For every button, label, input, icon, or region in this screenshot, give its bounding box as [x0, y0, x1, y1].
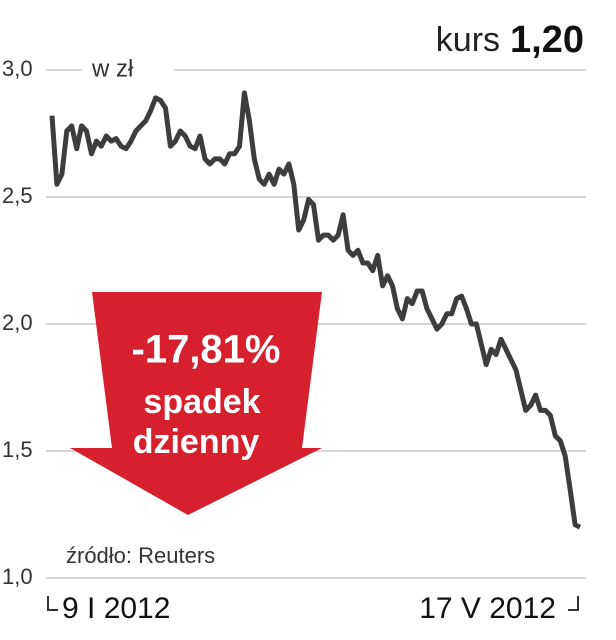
x-tick-label: 17 V 2012: [419, 592, 556, 625]
axis-bracket: [47, 596, 579, 611]
y-axis-label: w zł: [91, 55, 134, 82]
y-tick-label: 2,0: [2, 310, 33, 335]
plot: 9 I 2012 17 V 2012: [49, 90, 582, 625]
y-tick-label: 2,5: [2, 183, 33, 208]
x-tick-label: 9 I 2012: [62, 592, 170, 625]
label-bg: [82, 56, 174, 86]
y-tick-label: 1,5: [2, 437, 33, 462]
source: źródło: Reuters: [66, 543, 215, 568]
annotation-change: -17,81%: [132, 328, 281, 372]
header-label: kurs: [436, 21, 500, 59]
price-line: [49, 90, 582, 530]
header: kurs 1,20: [436, 19, 584, 61]
header-value: 1,20: [510, 19, 584, 61]
arrow: [70, 292, 322, 515]
y-tick-label: 1,0: [2, 564, 33, 589]
annotation-line: spadek: [143, 383, 260, 421]
annotation-line: dzienny: [133, 423, 260, 461]
y-tick-label: 3,0: [2, 56, 33, 81]
